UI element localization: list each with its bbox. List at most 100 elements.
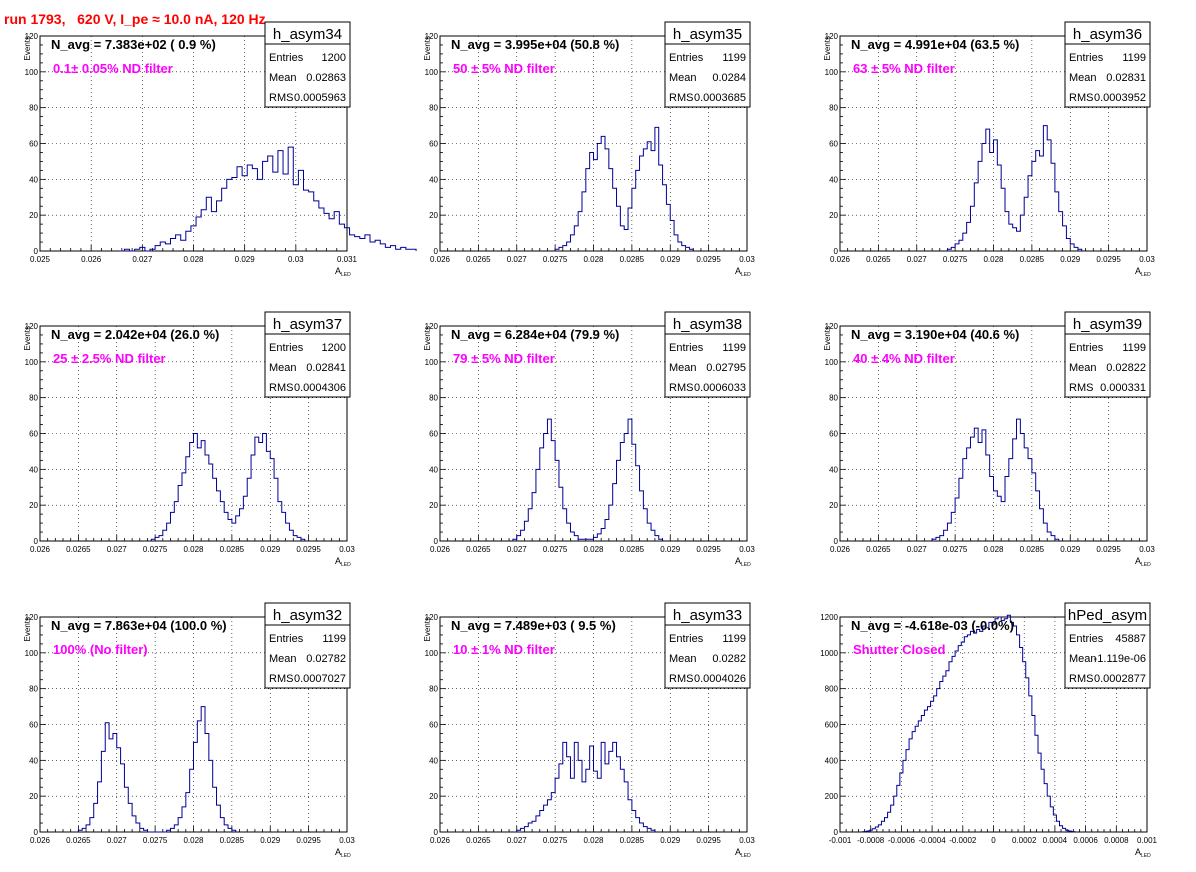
histogram-bin bbox=[636, 170, 640, 251]
histogram-bin bbox=[255, 437, 259, 541]
histogram-bin bbox=[1017, 231, 1021, 251]
x-tick-label: 0.03 bbox=[739, 545, 755, 554]
stats-entries-value: 1199 bbox=[722, 633, 746, 645]
stats-box: h_asym37 Entries 1200 Mean 0.02841 RMS 0.00043… bbox=[264, 311, 351, 398]
histogram-bin bbox=[609, 751, 613, 832]
histogram-bin bbox=[1017, 635, 1020, 832]
y-tick-label: 40 bbox=[29, 465, 38, 474]
histogram-bin bbox=[651, 530, 655, 541]
histogram-bin bbox=[955, 651, 958, 832]
histogram-bin bbox=[643, 509, 647, 541]
y-tick-label: 40 bbox=[829, 465, 838, 474]
y-tick-label: 0 bbox=[834, 537, 839, 546]
y-tick-label: 60 bbox=[29, 140, 38, 149]
histogram-bin bbox=[197, 721, 201, 832]
histogram-bin bbox=[686, 247, 690, 251]
x-tick-label: -0.0008 bbox=[857, 836, 885, 845]
histogram-bin bbox=[1013, 439, 1017, 541]
y-tick-label: 0 bbox=[434, 537, 439, 546]
stats-mean-value: 0.02782 bbox=[306, 653, 346, 665]
histogram-bin bbox=[136, 823, 140, 832]
stats-entries-value: 1199 bbox=[722, 52, 746, 64]
y-tick-label: 20 bbox=[429, 501, 438, 510]
histogram-bin bbox=[915, 726, 918, 832]
histogram-bin bbox=[1023, 662, 1026, 832]
x-tick-label: 0.0285 bbox=[620, 836, 645, 845]
x-tick-label: 0.03 bbox=[288, 255, 304, 264]
histogram-bin bbox=[586, 769, 590, 832]
histogram-panel: 0.026 0.0265 0.027 0.0275 0.028 0.0285 0.029 0.… bbox=[23, 311, 355, 568]
histogram-bin bbox=[297, 537, 301, 541]
y-tick-label: 60 bbox=[429, 140, 438, 149]
histogram-bin bbox=[278, 502, 282, 541]
x-tick-label: 0.026 bbox=[430, 836, 451, 845]
histogram-bin bbox=[524, 827, 528, 832]
histogram-bins bbox=[78, 707, 235, 832]
histogram-bin bbox=[82, 828, 86, 832]
stats-box: h_asym33 Entries 1199 Mean 0.0282 RMS 0.000402… bbox=[664, 602, 751, 689]
histogram-bin bbox=[232, 178, 237, 251]
x-tick-label: 0.0275 bbox=[943, 545, 968, 554]
histogram-bin bbox=[268, 156, 273, 251]
stats-box: h_asym35 Entries 1199 Mean 0.0284 RMS 0.000368… bbox=[664, 21, 751, 108]
x-tick-label: 0.026 bbox=[81, 255, 102, 264]
histogram-bin bbox=[227, 179, 232, 251]
histogram-bin bbox=[1028, 176, 1032, 251]
histogram-bin bbox=[263, 161, 268, 251]
y-tick-label: 80 bbox=[829, 394, 838, 403]
navg-label: N_avg = 7.383e+02 ( 0.9 %) bbox=[51, 37, 216, 52]
histogram-bin bbox=[105, 723, 109, 832]
histogram-panel: 0.025 0.026 0.027 0.028 0.029 0.03 0.031 0 20 40 6… bbox=[23, 21, 417, 278]
stats-mean-label: Mean bbox=[269, 72, 297, 84]
histogram-bin bbox=[1013, 626, 1016, 832]
histogram-bin bbox=[578, 212, 582, 251]
histogram-bin bbox=[1070, 244, 1074, 251]
x-tick-label: 0.029 bbox=[1060, 545, 1081, 554]
x-tick-label: 0.028 bbox=[583, 255, 604, 264]
histogram-bin bbox=[528, 509, 532, 541]
x-tick-label: 0.0002 bbox=[1012, 836, 1037, 845]
histogram-bin bbox=[1047, 140, 1051, 251]
histogram-bin bbox=[201, 707, 205, 832]
histogram-bin bbox=[624, 782, 628, 832]
histogram-bin bbox=[617, 206, 621, 251]
stats-entries-value: 1199 bbox=[1122, 52, 1146, 64]
run-title: run 1793, 620 V, I_pe ≈ 10.0 nA, 120 Hz bbox=[4, 11, 266, 27]
histogram-bin bbox=[590, 746, 594, 832]
stats-mean-value: 0.02822 bbox=[1106, 362, 1146, 374]
histogram-bin bbox=[375, 240, 380, 251]
histogram-bin bbox=[1009, 459, 1013, 541]
histogram-bin bbox=[1024, 197, 1028, 251]
stats-rms-label: RMS bbox=[269, 673, 293, 685]
x-tick-label: 0.028 bbox=[183, 545, 204, 554]
histogram-bin bbox=[186, 457, 190, 541]
y-axis-title: Events bbox=[23, 36, 32, 60]
histogram-bin bbox=[937, 689, 940, 832]
histogram-bin bbox=[967, 448, 971, 541]
histogram-bin bbox=[178, 818, 182, 832]
y-tick-label: 20 bbox=[429, 792, 438, 801]
histogram-bin bbox=[196, 217, 201, 251]
histogram-bin bbox=[912, 732, 915, 832]
y-tick-label: 80 bbox=[429, 104, 438, 113]
histogram-bin bbox=[524, 521, 528, 541]
y-tick-label: 40 bbox=[429, 465, 438, 474]
histogram-bin bbox=[613, 742, 617, 832]
histogram-bin bbox=[570, 235, 574, 251]
histogram-bin bbox=[963, 233, 967, 251]
histogram-bin bbox=[927, 707, 930, 832]
histogram-bins bbox=[947, 126, 1081, 251]
histogram-line bbox=[77, 706, 237, 833]
y-tick-label: 100 bbox=[425, 649, 439, 658]
x-tick-label: 0.0008 bbox=[1104, 836, 1129, 845]
histogram-bin bbox=[617, 460, 621, 541]
stats-mean-label: Mean bbox=[1069, 362, 1097, 374]
histogram-bin bbox=[228, 520, 232, 542]
histogram-bin bbox=[339, 224, 344, 251]
histogram-bin bbox=[955, 498, 959, 541]
histogram-bin bbox=[620, 226, 624, 251]
stats-body-box bbox=[264, 333, 351, 398]
filter-label: 0.1± 0.05% ND filter bbox=[53, 61, 173, 76]
histogram-bin bbox=[640, 156, 644, 251]
histogram-bin bbox=[643, 149, 647, 251]
